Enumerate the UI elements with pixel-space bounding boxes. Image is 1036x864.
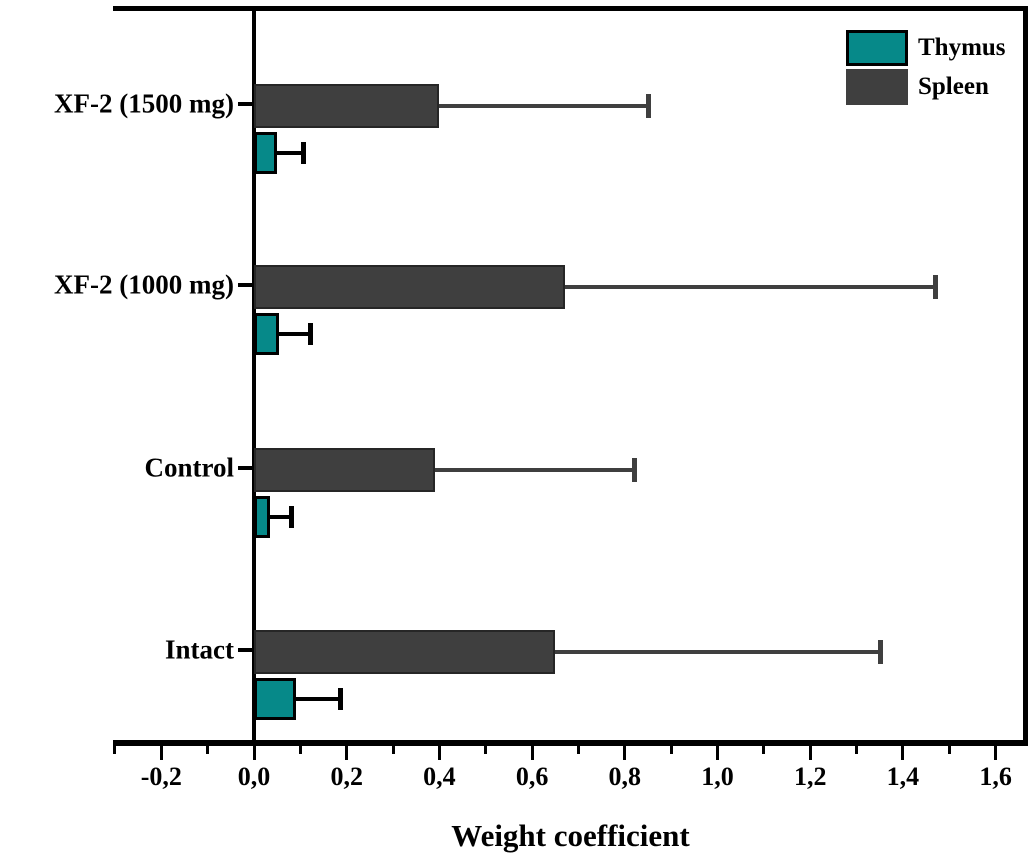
thymus-error-line — [270, 515, 292, 519]
x-minor-tick — [762, 746, 766, 754]
spleen-error-line — [439, 104, 648, 108]
x-major-tick — [159, 746, 163, 760]
thymus-color-swatch — [846, 30, 908, 66]
spleen-bar — [254, 448, 435, 492]
category-tick — [238, 466, 254, 470]
legend-label-spleen: Spleen — [918, 73, 989, 100]
legend-item-spleen: Spleen — [846, 69, 989, 105]
thymus-bar — [254, 496, 271, 538]
category-tick — [238, 283, 254, 287]
plot-frame-right — [1023, 6, 1028, 746]
x-tick-label: 0,4 — [423, 762, 456, 791]
x-major-tick — [345, 746, 349, 760]
thymus-bar — [254, 678, 296, 720]
spleen-error-line — [555, 650, 880, 654]
x-minor-tick — [484, 746, 488, 754]
x-tick-label: 1,6 — [979, 762, 1012, 791]
thymus-error-cap — [289, 506, 295, 528]
x-tick-label: 1,4 — [886, 762, 920, 791]
x-minor-tick — [113, 746, 117, 754]
spleen-error-line — [564, 285, 936, 289]
plot-frame-top — [113, 6, 1028, 11]
x-major-tick — [252, 746, 256, 760]
x-axis-line — [113, 740, 1028, 746]
thymus-error-line — [295, 697, 340, 701]
x-minor-tick — [855, 746, 859, 754]
category-label: XF-2 (1000 mg) — [54, 269, 234, 300]
x-tick-label: 0,8 — [608, 762, 642, 791]
spleen-color-swatch — [846, 69, 908, 105]
x-tick-label: 0,2 — [330, 762, 363, 791]
x-tick-label: -0,2 — [140, 762, 182, 791]
x-tick-label: 1,2 — [793, 762, 827, 791]
x-axis-title: Weight coefficient — [451, 818, 690, 853]
x-tick-label: 0,0 — [237, 762, 271, 791]
x-major-tick — [530, 746, 534, 760]
thymus-error-line — [277, 151, 303, 155]
thymus-error-line — [279, 332, 310, 336]
spleen-bar — [254, 265, 565, 309]
x-major-tick — [623, 746, 627, 760]
x-major-tick — [716, 746, 719, 760]
category-label: XF-2 (1500 mg) — [54, 88, 234, 119]
y-axis-zero-line — [252, 6, 256, 740]
category-tick — [238, 102, 254, 106]
thymus-bar — [254, 313, 280, 355]
x-tick-label: 0,6 — [515, 762, 549, 791]
spleen-bar — [254, 630, 556, 674]
category-tick — [238, 648, 254, 652]
spleen-error-cap — [877, 640, 883, 664]
thymus-error-cap — [300, 142, 306, 164]
x-major-tick — [437, 746, 441, 760]
spleen-error-cap — [645, 94, 651, 118]
category-label: Control — [144, 452, 234, 483]
thymus-error-cap — [307, 323, 313, 345]
x-minor-tick — [576, 746, 580, 754]
thymus-bar — [254, 132, 278, 174]
x-minor-tick — [947, 746, 951, 754]
spleen-error-cap — [933, 275, 939, 299]
x-tick-label: 1,0 — [701, 762, 734, 791]
thymus-error-cap — [337, 688, 343, 710]
spleen-error-line — [434, 468, 635, 472]
x-minor-tick — [206, 746, 210, 754]
x-minor-tick — [391, 746, 395, 754]
x-minor-tick — [669, 746, 673, 754]
spleen-bar — [254, 84, 440, 128]
x-major-tick — [901, 746, 905, 760]
x-major-tick — [994, 746, 998, 760]
legend-label-thymus: Thymus — [918, 34, 1006, 61]
category-label: Intact — [165, 634, 234, 665]
legend-item-thymus: Thymus — [846, 30, 1006, 66]
x-major-tick — [808, 746, 812, 760]
spleen-error-cap — [632, 458, 638, 482]
x-minor-tick — [298, 746, 302, 754]
